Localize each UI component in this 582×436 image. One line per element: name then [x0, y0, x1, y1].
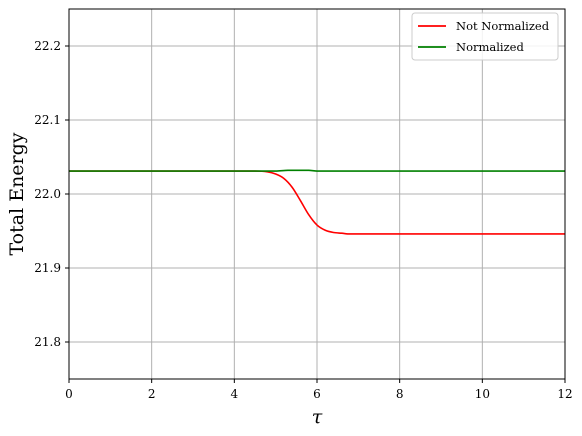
- y-axis-label: Total Energy: [6, 132, 28, 255]
- legend: Not Normalized Normalized: [411, 12, 559, 61]
- series-line-normalized: [69, 169, 565, 172]
- x-tick-label: 10: [475, 387, 490, 401]
- x-tick-label: 4: [231, 387, 239, 401]
- y-tick-label: 21.8: [34, 335, 61, 349]
- y-tick-label: 22.1: [34, 113, 61, 127]
- legend-box: [411, 12, 559, 61]
- x-tick-label: 0: [65, 387, 73, 401]
- y-tick-label: 22.2: [34, 39, 61, 53]
- x-tick-label: 12: [557, 387, 572, 401]
- x-axis-label: τ: [312, 406, 323, 428]
- y-tick-label: 22.0: [34, 187, 61, 201]
- legend-label-normalized: Normalized: [456, 40, 524, 54]
- x-tick-label: 2: [148, 387, 156, 401]
- x-tick-label: 8: [396, 387, 404, 401]
- y-tick-label: 21.9: [34, 261, 61, 275]
- x-tick-label: 6: [313, 387, 321, 401]
- legend-label-not-normalized: Not Normalized: [456, 19, 550, 33]
